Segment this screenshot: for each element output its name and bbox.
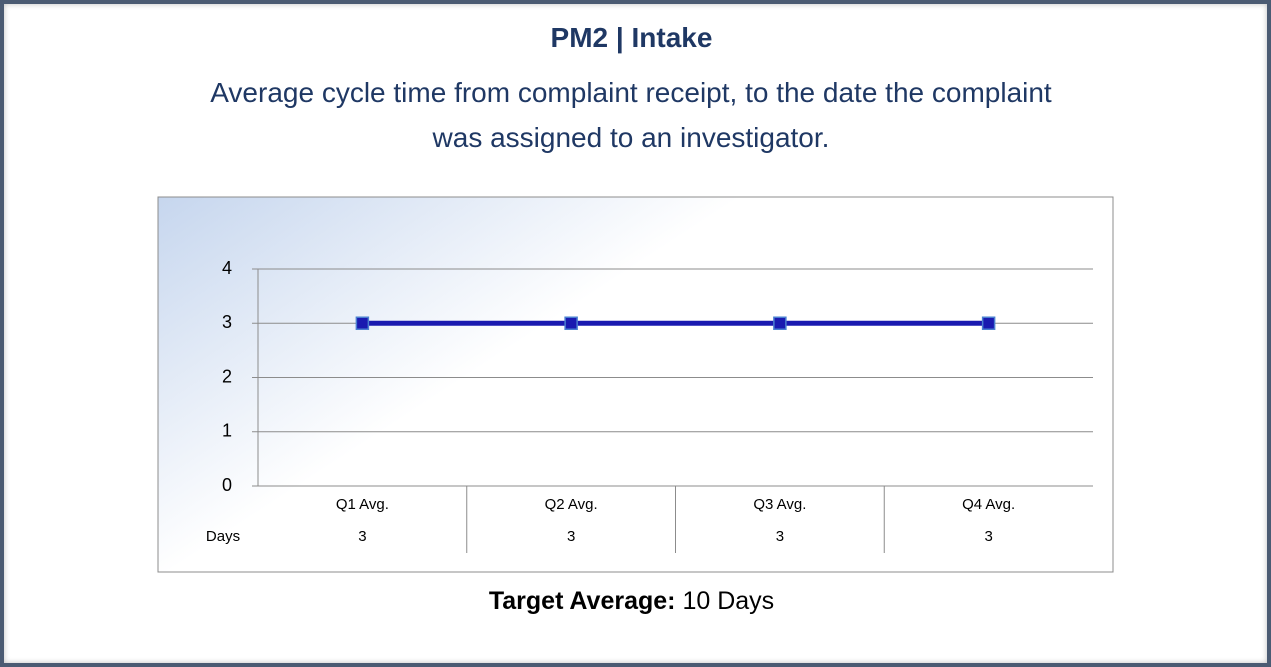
marker [564, 316, 578, 330]
y-tick-label: 3 [222, 312, 232, 332]
footer-label: Target Average: [488, 587, 676, 615]
y-tick-label: 0 [222, 475, 232, 495]
y-tick-label: 2 [222, 366, 232, 386]
table-value: 3 [776, 528, 784, 545]
table-value: 3 [358, 528, 366, 545]
y-tick-label: 4 [222, 258, 232, 278]
y-tick-label: 1 [222, 421, 232, 441]
marker [355, 316, 370, 330]
table-value: 3 [984, 528, 992, 545]
x-tick-label: Q3 Avg. [753, 496, 806, 513]
footer-text: 10 Days [682, 587, 775, 615]
x-tick-label: Q2 Avg. [545, 496, 598, 513]
x-tick-label: Q1 Avg. [336, 496, 389, 513]
x-tick-label: Q4 Avg. [962, 496, 1015, 513]
title: PM2 | Intake [550, 22, 713, 53]
marker [773, 316, 787, 330]
chart-area [157, 196, 1114, 573]
subtitle: Average cycle time from complaint receip… [210, 77, 1052, 153]
footer: Target Average: 10 Days [0, 587, 1263, 616]
table-row-label: Days [206, 528, 240, 545]
marker [981, 316, 996, 330]
table-value: 3 [567, 528, 575, 545]
